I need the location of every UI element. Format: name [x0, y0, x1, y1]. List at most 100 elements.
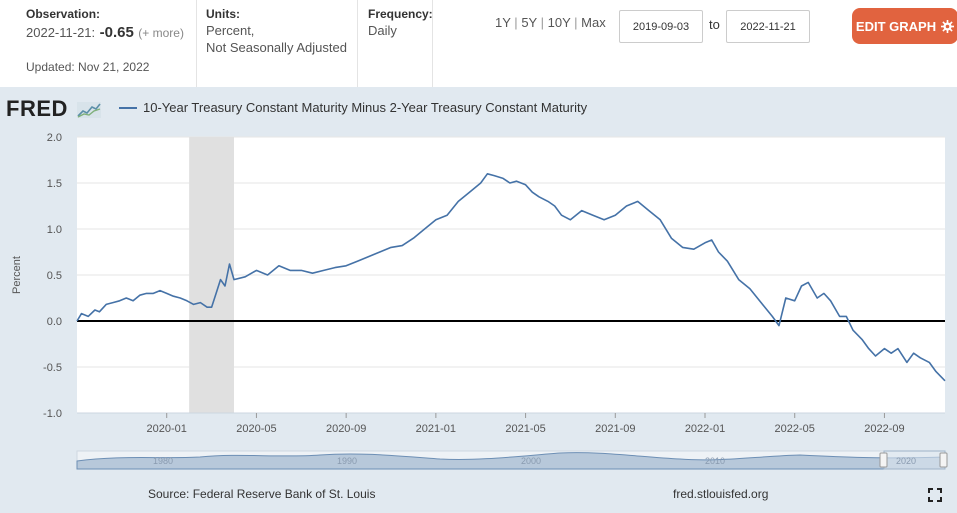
data-point[interactable] [568, 218, 572, 222]
data-point[interactable] [912, 351, 916, 355]
data-point[interactable] [829, 299, 833, 303]
data-point[interactable] [355, 259, 359, 263]
data-point[interactable] [882, 347, 886, 351]
data-point[interactable] [93, 308, 97, 312]
data-point[interactable] [838, 314, 842, 318]
data-point[interactable] [79, 312, 83, 316]
data-point[interactable] [434, 218, 438, 222]
data-point[interactable] [492, 174, 496, 178]
range-10y[interactable]: 10Y [547, 15, 571, 30]
data-point[interactable] [918, 356, 922, 360]
data-point[interactable] [793, 299, 797, 303]
more-observations-link[interactable]: (+ more) [138, 26, 184, 40]
data-point[interactable] [171, 294, 175, 298]
data-point[interactable] [118, 299, 122, 303]
data-point[interactable] [145, 291, 149, 295]
data-point[interactable] [178, 296, 182, 300]
data-point[interactable] [710, 238, 714, 242]
data-point[interactable] [75, 319, 79, 323]
data-point[interactable] [737, 278, 741, 282]
data-point[interactable] [770, 314, 774, 318]
data-point[interactable] [927, 360, 931, 364]
data-point[interactable] [378, 250, 382, 254]
data-point[interactable] [124, 296, 128, 300]
data-point[interactable] [423, 227, 427, 231]
data-point[interactable] [905, 360, 909, 364]
data-point[interactable] [553, 204, 557, 208]
data-point[interactable] [515, 179, 519, 183]
range-1y[interactable]: 1Y [495, 15, 511, 30]
range-5y[interactable]: 5Y [521, 15, 537, 30]
data-point[interactable] [896, 347, 900, 351]
data-point[interactable] [400, 244, 404, 248]
data-point[interactable] [759, 301, 763, 305]
navigator-right-handle[interactable] [939, 452, 948, 468]
data-point[interactable] [934, 370, 938, 374]
data-point[interactable] [860, 337, 864, 341]
data-point[interactable] [658, 218, 662, 222]
data-point[interactable] [322, 268, 326, 272]
data-point[interactable] [468, 190, 472, 194]
data-point[interactable] [669, 236, 673, 240]
data-point[interactable] [131, 299, 135, 303]
data-point[interactable] [151, 291, 155, 295]
data-point[interactable] [198, 301, 202, 305]
data-point[interactable] [939, 374, 943, 378]
data-point[interactable] [104, 302, 108, 306]
data-point[interactable] [192, 302, 196, 306]
navigator-left-handle[interactable] [879, 452, 888, 468]
data-point[interactable] [524, 183, 528, 187]
data-point[interactable] [97, 310, 101, 314]
data-point[interactable] [636, 199, 640, 203]
data-point[interactable] [748, 287, 752, 291]
data-point[interactable] [625, 204, 629, 208]
data-point[interactable] [210, 305, 214, 309]
end-date-input[interactable]: 2022-11-21 [726, 10, 810, 43]
data-point[interactable] [867, 347, 871, 351]
data-point[interactable] [411, 236, 415, 240]
fred-logo[interactable]: FRED [6, 96, 101, 122]
line-chart[interactable]: 2.0 1.5 1.0 0.5 0.0 -0.5 -1.0 2020-01 2020-05 20… [0, 87, 957, 513]
data-point[interactable] [333, 266, 337, 270]
data-point[interactable] [681, 245, 685, 249]
data-point[interactable] [799, 284, 803, 288]
data-point[interactable] [851, 328, 855, 332]
data-point[interactable] [254, 268, 258, 272]
data-point[interactable] [223, 284, 227, 288]
data-point[interactable] [367, 255, 371, 259]
data-point[interactable] [784, 296, 788, 300]
data-point[interactable] [288, 268, 292, 272]
site-link[interactable]: fred.stlouisfed.org [673, 487, 769, 501]
range-max[interactable]: Max [581, 15, 606, 30]
data-point[interactable] [311, 271, 315, 275]
data-point[interactable] [703, 241, 707, 245]
data-point[interactable] [602, 218, 606, 222]
data-point[interactable] [165, 291, 169, 295]
data-point[interactable] [873, 354, 877, 358]
fullscreen-icon[interactable] [928, 488, 942, 502]
data-point[interactable] [266, 273, 270, 277]
data-point[interactable] [591, 213, 595, 217]
data-point[interactable] [389, 245, 393, 249]
data-point[interactable] [344, 264, 348, 268]
data-point[interactable] [277, 264, 281, 268]
data-point[interactable] [647, 209, 651, 213]
data-point[interactable] [580, 209, 584, 213]
data-point[interactable] [138, 293, 142, 297]
data-point[interactable] [185, 299, 189, 303]
data-point[interactable] [844, 314, 848, 318]
data-point[interactable] [232, 278, 236, 282]
data-point[interactable] [299, 268, 303, 272]
data-point[interactable] [508, 181, 512, 185]
data-point[interactable] [537, 195, 541, 199]
data-point[interactable] [716, 250, 720, 254]
data-point[interactable] [613, 213, 617, 217]
data-point[interactable] [158, 289, 162, 293]
data-point[interactable] [243, 275, 247, 279]
data-point[interactable] [485, 172, 489, 176]
data-point[interactable] [214, 291, 218, 295]
data-point[interactable] [501, 176, 505, 180]
range-navigator[interactable]: 1980 1990 2000 2010 2020 [76, 450, 948, 470]
edit-graph-button[interactable]: EDIT GRAPH [852, 8, 957, 44]
data-point[interactable] [86, 314, 90, 318]
